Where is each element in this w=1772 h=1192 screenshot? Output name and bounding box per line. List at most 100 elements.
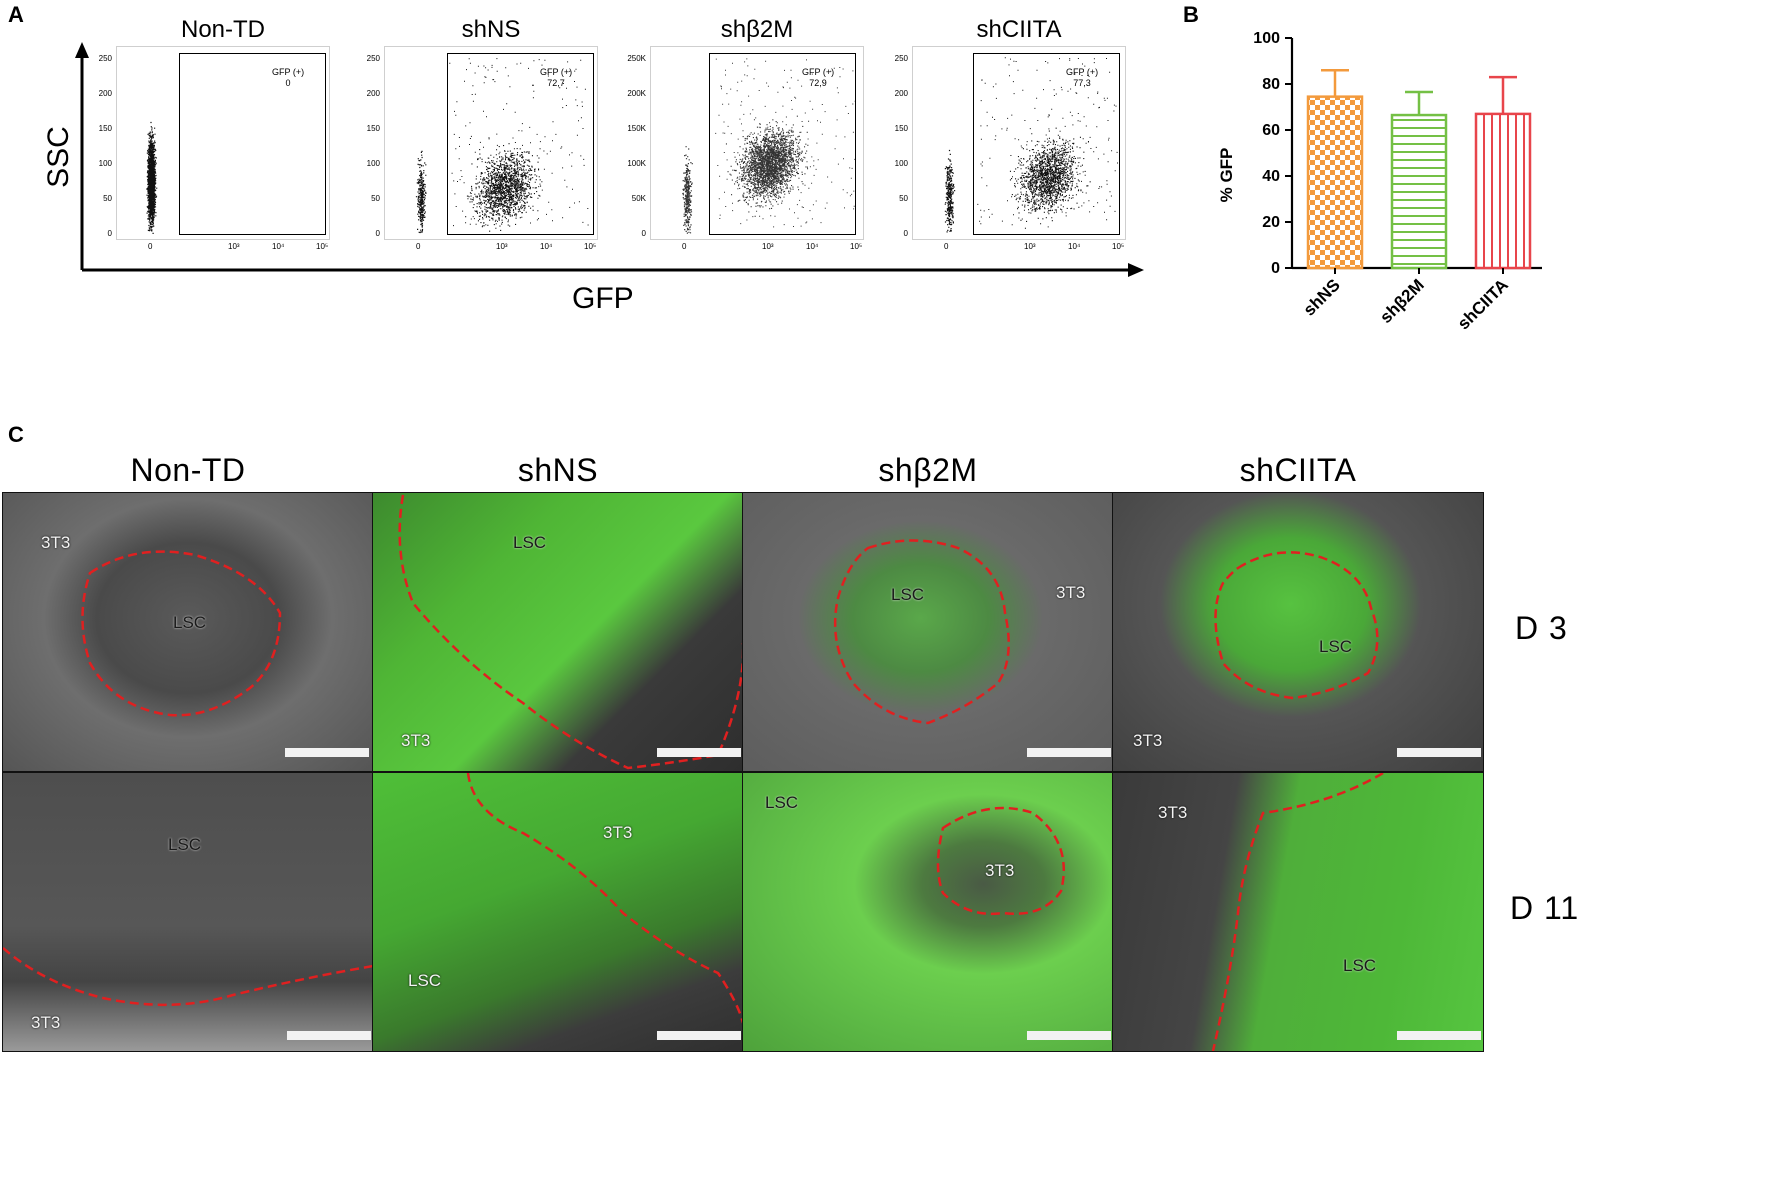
label-lsc: LSC <box>408 971 442 990</box>
facs-axes <box>75 42 1144 277</box>
facs-x-tick: 10⁴ <box>272 242 285 251</box>
facs-y-tick: 150 <box>366 124 380 133</box>
facs-y-tick: 50 <box>899 194 908 203</box>
label-3t3: 3T3 <box>985 861 1015 880</box>
facs-y-label: SSC <box>41 126 75 188</box>
label-lsc: LSC <box>173 613 207 632</box>
label-3t3: 3T3 <box>1056 583 1086 602</box>
label-3t3: 3T3 <box>603 823 633 842</box>
scale-bar <box>285 748 369 757</box>
column-title-shciita: shCIITA <box>1239 452 1357 488</box>
facs-events <box>146 121 158 234</box>
facs-plot: GFP (+) 77,3 <box>912 46 1126 240</box>
micrograph-non-td-d3: 3T3 LSC <box>2 492 374 772</box>
facs-y-tick: 150 <box>98 124 112 133</box>
facs-y-tick: 200K <box>627 89 646 98</box>
bar-chart-y-tick-label: 20 <box>1262 214 1280 231</box>
facs-y-tick: 100 <box>894 159 908 168</box>
facs-x-label: GFP <box>572 282 634 315</box>
facs-x-tick: 10⁵ <box>1112 242 1125 251</box>
facs-y-tick: 200 <box>894 89 908 98</box>
micrograph-non-td-d11: LSC 3T3 <box>2 772 374 1052</box>
gfp-positive-gate <box>973 53 1120 235</box>
facs-x-tick: 10⁴ <box>540 242 553 251</box>
facs-x-tick: 0 <box>682 242 687 251</box>
bar-chart-y-tick-label: 60 <box>1262 122 1280 139</box>
facs-y-tick: 200 <box>98 89 112 98</box>
facs-plot-title: shβ2M <box>720 16 794 43</box>
scale-bar <box>1027 1031 1111 1040</box>
micrograph-shns-d3: LSC 3T3 <box>372 492 744 772</box>
facs-scatter <box>146 121 158 234</box>
micrograph-shns-d11: 3T3 LSC <box>372 772 744 1052</box>
bar-chart-category-label: shNS <box>1300 275 1344 319</box>
facs-y-tick: 0 <box>903 229 908 238</box>
gate-percentage: 72,9 <box>809 78 827 88</box>
gate-percentage: 72,7 <box>547 78 565 88</box>
gfp-positive-gate <box>447 53 594 235</box>
scale-bar <box>287 1031 371 1040</box>
facs-x-tick: 10³ <box>1024 242 1036 251</box>
column-title-shb2m: shβ2M <box>878 452 978 488</box>
facs-x-tick: 10³ <box>496 242 508 251</box>
facs-y-tick: 0 <box>375 229 380 238</box>
bar-chart-y-tick-label: 40 <box>1262 168 1280 185</box>
facs-x-tick: 10⁴ <box>806 242 819 251</box>
gate-name: GFP (+) <box>540 67 573 77</box>
gate-name: GFP (+) <box>802 67 835 77</box>
facs-events <box>415 58 589 234</box>
column-title-non-td: Non-TD <box>130 452 246 488</box>
facs-y-tick: 50 <box>103 194 112 203</box>
facs-y-tick: 250 <box>366 54 380 63</box>
micrograph-shciita-d3: LSC 3T3 <box>1112 492 1484 772</box>
label-3t3: 3T3 <box>41 533 71 552</box>
facs-plot: GFP (+) 72,7 <box>384 46 598 240</box>
facs-x-tick: 0 <box>944 242 949 251</box>
label-3t3: 3T3 <box>1133 731 1163 750</box>
column-title-shns: shNS <box>517 452 599 488</box>
facs-x-tick: 10³ <box>762 242 774 251</box>
facs-x-tick: 10³ <box>228 242 240 251</box>
label-3t3: 3T3 <box>1158 803 1188 822</box>
bar-chart-y-tick-label: 80 <box>1262 76 1280 93</box>
facs-y-tick: 0 <box>107 229 112 238</box>
scale-bar <box>657 1031 741 1040</box>
bar-chart-category-label: shCIITA <box>1454 275 1512 333</box>
facs-plot-title: shCIITA <box>976 16 1062 43</box>
facs-y-tick: 0 <box>641 229 646 238</box>
facs-x-tick: 10⁵ <box>850 242 863 251</box>
label-lsc: LSC <box>1319 637 1353 656</box>
gate-name: GFP (+) <box>1066 67 1099 77</box>
facs-plot-title: Non-TD <box>180 16 265 43</box>
facs-plot: GFP (+) 0 <box>116 46 330 240</box>
facs-plot-title: shNS <box>461 16 521 43</box>
label-lsc: LSC <box>765 793 799 812</box>
gate-percentage: 77,3 <box>1073 78 1091 88</box>
facs-y-tick: 50 <box>371 194 380 203</box>
gate-name: GFP (+) <box>272 67 305 77</box>
row-label-d3: D 3 <box>1515 610 1568 646</box>
scale-bar <box>1397 1031 1481 1040</box>
facs-y-tick: 100 <box>98 159 112 168</box>
facs-x-tick: 10⁴ <box>1068 242 1081 251</box>
facs-y-tick: 250 <box>894 54 908 63</box>
micrograph-shb2m-d11: LSC 3T3 <box>742 772 1114 1052</box>
panel-label-a: A <box>8 2 24 27</box>
panel-label-b: B <box>1183 2 1199 27</box>
facs-events <box>682 58 856 234</box>
facs-x-tick: 0 <box>416 242 421 251</box>
facs-y-tick: 250K <box>627 54 646 63</box>
bar-chart-category-label: shβ2M <box>1376 275 1428 327</box>
gate-percentage: 0 <box>285 78 291 88</box>
gate-label: GFP (+) 77,3 <box>1066 67 1098 89</box>
facs-y-tick: 50K <box>631 194 646 203</box>
label-lsc: LSC <box>168 835 202 854</box>
label-3t3: 3T3 <box>401 731 431 750</box>
gfp-bar-chart: % GFP 0 20 40 60 80 100 shNS shβ2M shCIITA <box>1217 30 1542 333</box>
panel-label-c: C <box>8 422 24 447</box>
label-3t3: 3T3 <box>31 1013 61 1032</box>
facs-y-tick: 100K <box>627 159 646 168</box>
facs-x-tick: 10⁵ <box>316 242 329 251</box>
gate-label: GFP (+) 0 <box>272 67 304 89</box>
gfp-positive-gate <box>179 53 326 235</box>
